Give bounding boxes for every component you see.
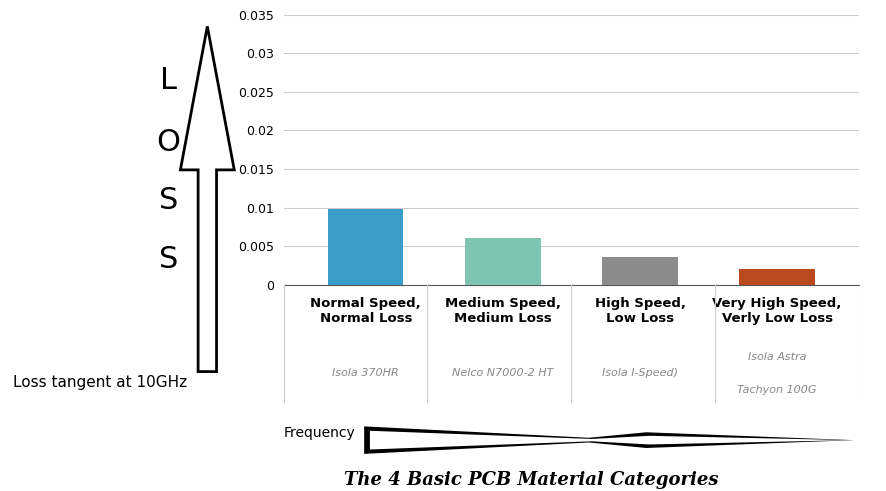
Text: Nelco N7000-2 HT: Nelco N7000-2 HT bbox=[452, 368, 554, 378]
Text: O: O bbox=[156, 128, 181, 157]
Bar bbox=[465, 239, 540, 285]
Text: L: L bbox=[159, 66, 177, 95]
Text: Isola I-Speed): Isola I-Speed) bbox=[602, 368, 678, 378]
Text: Frequency: Frequency bbox=[284, 426, 355, 440]
Text: S: S bbox=[159, 187, 178, 216]
Polygon shape bbox=[181, 27, 234, 372]
Text: Isola 370HR: Isola 370HR bbox=[332, 368, 400, 378]
Text: Loss tangent at 10GHz: Loss tangent at 10GHz bbox=[13, 376, 188, 390]
Text: The 4 Basic PCB Material Categories: The 4 Basic PCB Material Categories bbox=[345, 470, 719, 489]
Text: S: S bbox=[159, 245, 178, 273]
Bar bbox=[602, 257, 678, 285]
Bar bbox=[328, 209, 403, 285]
Polygon shape bbox=[369, 431, 851, 449]
Text: Isola Astra

Tachyon 100G: Isola Astra Tachyon 100G bbox=[737, 352, 817, 395]
Bar bbox=[740, 270, 815, 285]
Polygon shape bbox=[364, 426, 853, 454]
